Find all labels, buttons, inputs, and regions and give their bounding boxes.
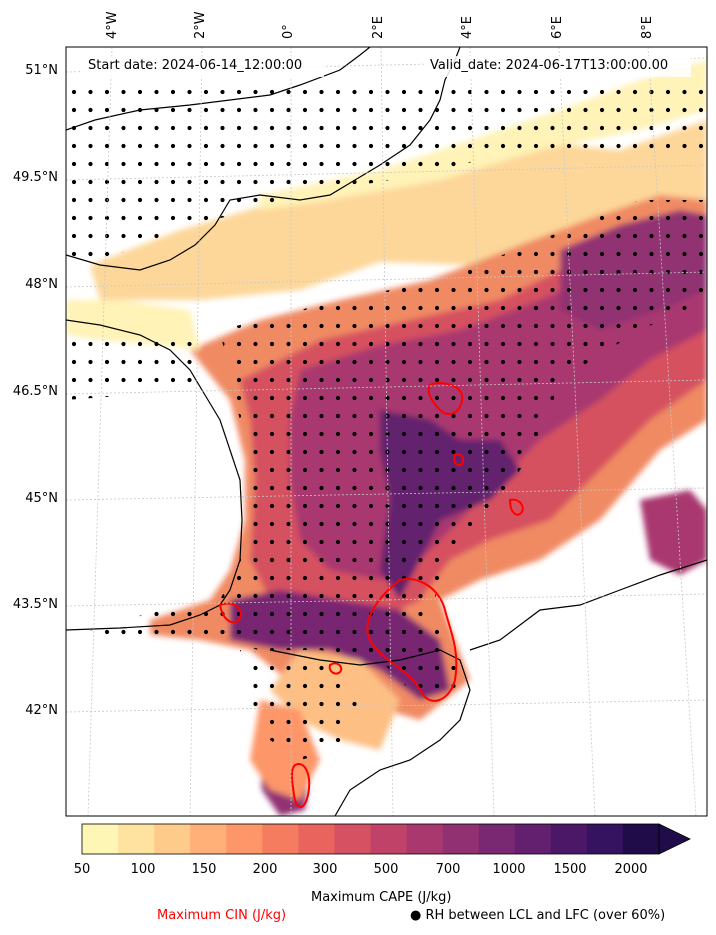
valid-date-label: Valid_date: 2024-06-17T13:00:00.00: [430, 58, 669, 73]
colorbar-tick-label: 2000: [614, 862, 648, 877]
colorbar-tick-label: 500: [373, 862, 399, 877]
lon-label: 4°E: [460, 16, 475, 39]
lon-label: 6°E: [550, 16, 565, 39]
colorbar-segment: [334, 824, 371, 854]
colorbar-segment: [622, 824, 660, 854]
colorbar-segment: [442, 824, 480, 854]
lon-label: 2°E: [371, 16, 386, 39]
colorbar-segment: [550, 824, 588, 854]
colorbar-tick-label: 100: [130, 862, 156, 877]
lat-label: 45°N: [25, 491, 58, 506]
cin-legend-label: Maximum CIN (J/kg): [157, 908, 287, 923]
map-panel: [66, 47, 707, 816]
map-frame: [65, 46, 708, 817]
colorbar-segment: [514, 824, 552, 854]
rh-dots-layer: [66, 85, 707, 760]
colorbar-extend-arrow: [658, 823, 691, 855]
lon-label: 0°: [281, 24, 296, 39]
colorbar-segment: [478, 824, 516, 854]
colorbar-segment: [406, 824, 444, 854]
colorbar-segment: [370, 824, 408, 854]
colorbar-tick-label: 700: [435, 862, 461, 877]
lat-label: 48°N: [25, 277, 58, 292]
colorbar-segment: [82, 824, 119, 854]
lon-label: 8°E: [640, 16, 655, 39]
gridlines: [66, 47, 707, 816]
colorbar-segment: [118, 824, 155, 854]
lat-label: 42°N: [25, 703, 58, 718]
colorbar-segment: [226, 824, 263, 854]
lat-label: 43.5°N: [12, 597, 58, 612]
lat-label: 46.5°N: [12, 384, 58, 399]
lat-label: 51°N: [25, 63, 58, 78]
colorbar: [82, 823, 691, 855]
cin-contours: [218, 382, 524, 808]
colorbar-segment: [190, 824, 227, 854]
start-date-label: Start date: 2024-06-14_12:00:00: [88, 58, 303, 73]
colorbar-tick-label: 150: [191, 862, 217, 877]
colorbar-tick-label: 50: [73, 862, 91, 877]
rh-legend-label: ● RH between LCL and LFC (over 60%): [410, 908, 666, 923]
colorbar-segment: [154, 824, 191, 854]
colorbar-segment: [586, 824, 624, 854]
colorbar-title: Maximum CAPE (J/kg): [311, 890, 452, 905]
lat-label: 49.5°N: [12, 170, 58, 185]
colorbar-tick-label: 300: [312, 862, 338, 877]
colorbar-segment: [262, 824, 299, 854]
colorbar-tick-label: 200: [252, 862, 278, 877]
colorbar-tick-label: 1000: [492, 862, 526, 877]
colorbar-segment: [298, 824, 335, 854]
lon-label: 2°W: [193, 11, 208, 39]
colorbar-tick-label: 1500: [553, 862, 587, 877]
lon-label: 4°W: [105, 11, 120, 39]
